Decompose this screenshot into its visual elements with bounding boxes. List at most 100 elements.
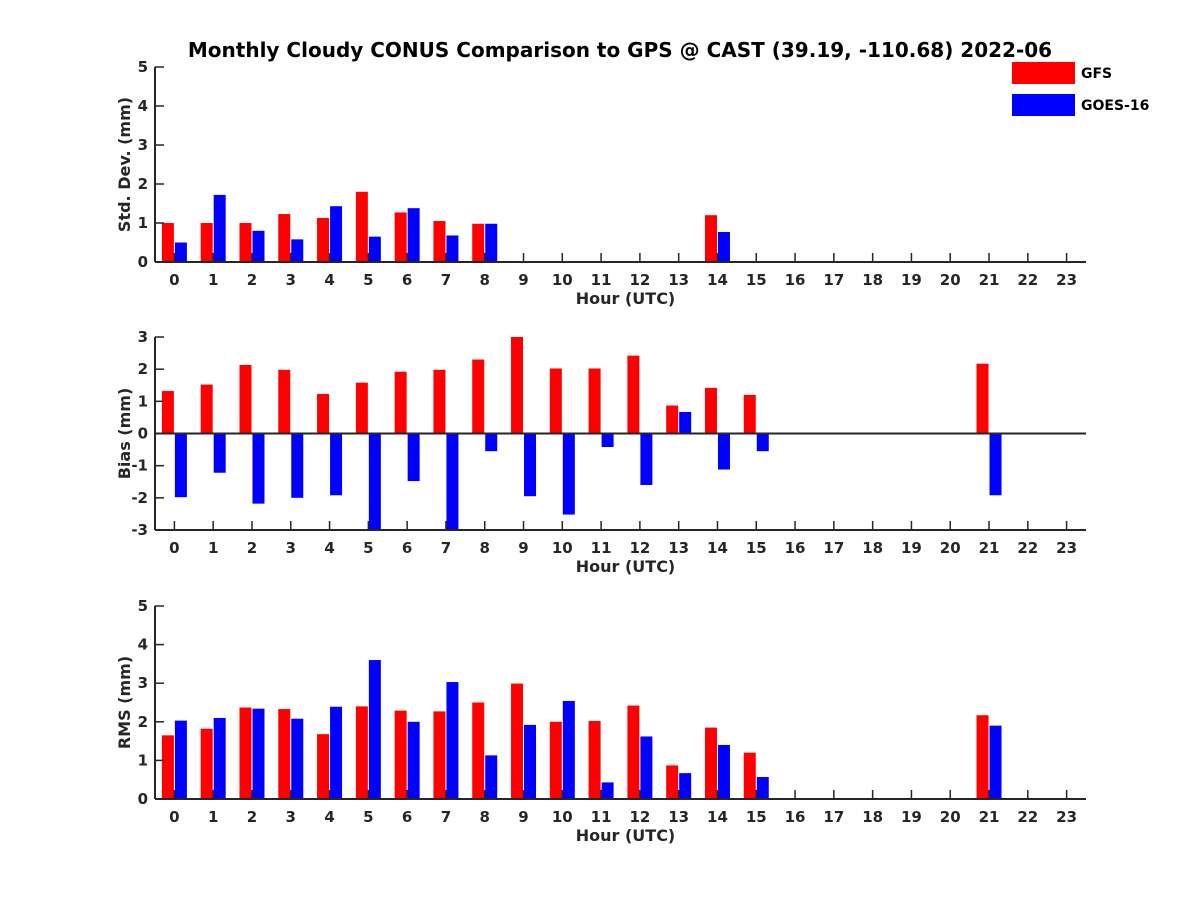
bar-goes-16-hour-2 — [252, 433, 265, 504]
x-tick-label: 16 — [785, 539, 806, 557]
y-tick-label: 1 — [138, 392, 148, 410]
x-tick-label: 16 — [785, 271, 806, 289]
bar-goes-16-hour-11 — [601, 433, 614, 448]
x-axis-label: Hour (UTC) — [576, 557, 676, 576]
x-tick-label: 10 — [552, 539, 573, 557]
x-tick-label: 21 — [979, 271, 1000, 289]
x-tick-label: 2 — [247, 808, 257, 826]
bar-gfs-hour-14 — [704, 387, 717, 434]
bar-gfs-hour-3 — [278, 214, 291, 262]
x-tick-label: 11 — [591, 539, 612, 557]
x-tick-label: 3 — [286, 808, 296, 826]
bar-goes-16-hour-0 — [174, 242, 187, 262]
x-tick-label: 10 — [552, 271, 573, 289]
bar-gfs-hour-0 — [161, 735, 174, 799]
bar-gfs-hour-1 — [200, 223, 213, 262]
bar-goes-16-hour-4 — [330, 206, 343, 262]
bar-gfs-hour-13 — [666, 405, 679, 434]
x-tick-label: 6 — [402, 271, 412, 289]
x-tick-label: 14 — [707, 539, 728, 557]
x-tick-label: 3 — [286, 539, 296, 557]
x-tick-label: 22 — [1017, 539, 1038, 557]
y-tick-label: 1 — [138, 751, 148, 769]
bar-goes-16-hour-10 — [562, 433, 575, 515]
x-tick-label: 8 — [480, 271, 490, 289]
bar-gfs-hour-4 — [317, 217, 330, 262]
bar-gfs-hour-12 — [627, 705, 640, 799]
bar-goes-16-hour-5 — [368, 433, 381, 530]
bar-gfs-hour-15 — [743, 752, 756, 799]
x-tick-label: 15 — [746, 539, 767, 557]
y-axis-label: Bias (mm) — [115, 388, 134, 480]
x-tick-label: 3 — [286, 271, 296, 289]
x-tick-label: 23 — [1056, 271, 1077, 289]
x-tick-label: 9 — [518, 539, 528, 557]
bar-gfs-hour-2 — [239, 707, 252, 799]
x-tick-label: 8 — [480, 808, 490, 826]
bar-goes-16-hour-3 — [291, 718, 304, 799]
x-tick-label: 22 — [1017, 808, 1038, 826]
bar-gfs-hour-0 — [161, 223, 174, 262]
bar-goes-16-hour-7 — [446, 682, 459, 799]
x-tick-label: 1 — [208, 271, 218, 289]
x-tick-label: 5 — [363, 808, 373, 826]
x-tick-label: 20 — [940, 808, 961, 826]
x-tick-label: 11 — [591, 271, 612, 289]
bar-goes-16-hour-0 — [174, 433, 187, 498]
bar-gfs-hour-4 — [317, 393, 330, 434]
bar-gfs-hour-21 — [976, 715, 989, 799]
x-tick-label: 14 — [707, 271, 728, 289]
y-tick-label: 3 — [138, 328, 148, 346]
bar-goes-16-hour-3 — [291, 433, 304, 498]
x-tick-label: 23 — [1056, 808, 1077, 826]
legend-swatch-gfs — [1012, 62, 1075, 84]
bar-goes-16-hour-1 — [213, 194, 226, 262]
y-tick-label: 4 — [138, 636, 148, 654]
x-tick-label: 13 — [668, 808, 689, 826]
x-tick-label: 19 — [901, 539, 922, 557]
bar-goes-16-hour-21 — [989, 433, 1002, 496]
y-tick-label: 2 — [138, 713, 148, 731]
x-tick-label: 0 — [169, 808, 179, 826]
y-axis-label: Std. Dev. (mm) — [115, 97, 134, 232]
bar-goes-16-hour-6 — [407, 433, 420, 482]
x-tick-label: 12 — [629, 539, 650, 557]
x-tick-label: 22 — [1017, 271, 1038, 289]
bar-gfs-hour-15 — [743, 394, 756, 434]
x-tick-label: 8 — [480, 539, 490, 557]
bar-goes-16-hour-12 — [640, 433, 653, 485]
bar-goes-16-hour-13 — [679, 411, 692, 434]
x-tick-label: 13 — [668, 271, 689, 289]
bar-gfs-hour-8 — [472, 223, 485, 262]
bar-goes-16-hour-8 — [485, 223, 498, 262]
y-axis-label: RMS (mm) — [115, 656, 134, 749]
x-axis-label: Hour (UTC) — [576, 826, 676, 845]
bar-goes-16-hour-11 — [601, 782, 614, 799]
bar-goes-16-hour-14 — [717, 744, 730, 799]
y-tick-label: 3 — [138, 674, 148, 692]
bar-goes-16-hour-3 — [291, 239, 304, 262]
legend-swatch-goes-16 — [1012, 94, 1075, 116]
x-tick-label: 17 — [823, 271, 844, 289]
y-tick-label: 3 — [138, 136, 148, 154]
bar-goes-16-hour-14 — [717, 433, 730, 470]
x-tick-label: 21 — [979, 539, 1000, 557]
bar-gfs-hour-1 — [200, 728, 213, 799]
y-tick-label: -1 — [131, 457, 148, 475]
y-tick-label: 2 — [138, 360, 148, 378]
bar-gfs-hour-11 — [588, 721, 601, 799]
bar-gfs-hour-9 — [511, 683, 524, 799]
bar-gfs-hour-21 — [976, 363, 989, 434]
x-tick-label: 2 — [247, 539, 257, 557]
y-tick-label: 0 — [138, 253, 148, 271]
bar-gfs-hour-0 — [161, 391, 174, 434]
bar-goes-16-hour-9 — [524, 724, 537, 799]
bar-goes-16-hour-4 — [330, 706, 343, 799]
y-tick-label: 5 — [138, 597, 148, 615]
x-tick-label: 4 — [324, 271, 334, 289]
x-tick-label: 5 — [363, 271, 373, 289]
bar-goes-16-hour-9 — [524, 433, 537, 497]
x-tick-label: 4 — [324, 539, 334, 557]
